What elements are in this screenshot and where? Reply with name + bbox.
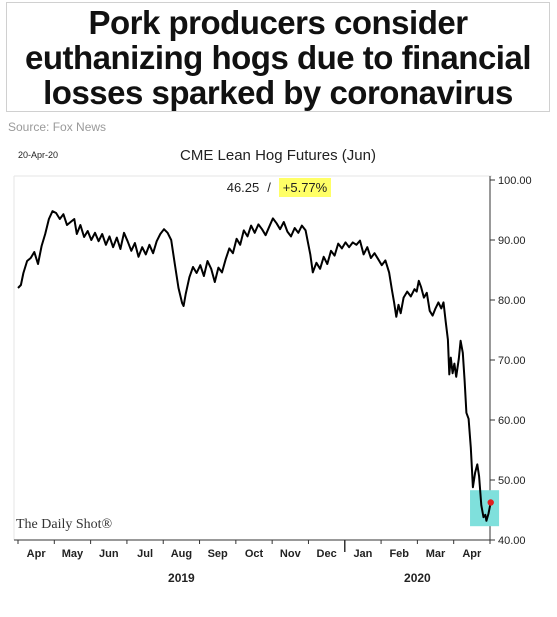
month-label: Jul — [137, 548, 153, 560]
y-tick-label: 70.00 — [498, 355, 526, 367]
chart-date-label: 20-Apr-20 — [18, 150, 58, 160]
change-highlight — [279, 178, 331, 197]
last-value-marker — [487, 499, 494, 506]
month-label: Jan — [353, 548, 372, 560]
x-axis: Apr May Jun Jul Aug Sep Oct Nov Dec Jan Feb Mar Apr 2… — [14, 539, 491, 585]
brand-logo: The Daily Shot® — [16, 517, 113, 532]
month-label: Dec — [317, 548, 337, 560]
y-tick-label: 50.00 — [498, 475, 526, 487]
last-value: 46.25 — [227, 180, 260, 195]
change-percent: +5.77% — [283, 180, 328, 195]
month-label: Nov — [280, 548, 302, 560]
chart-svg: 20-Apr-20 CME Lean Hog Futures (Jun) 46.… — [0, 140, 557, 612]
month-label: Sep — [208, 548, 228, 560]
headline-box: Pork producers consider euthanizing hogs… — [6, 2, 550, 112]
month-label: Jun — [99, 548, 119, 560]
month-label: Oct — [245, 548, 264, 560]
month-label: Apr — [462, 548, 482, 560]
y-tick-label: 90.00 — [498, 235, 526, 247]
y-tick-label: 100.00 — [498, 175, 532, 187]
value-separator: / — [267, 180, 271, 195]
y-tick-label: 80.00 — [498, 295, 526, 307]
month-label: Feb — [389, 548, 409, 560]
series-line — [17, 210, 492, 522]
y-tick-label: 40.00 — [498, 535, 526, 547]
headline: Pork producers consider euthanizing hogs… — [24, 3, 532, 111]
chart-title: CME Lean Hog Futures (Jun) — [180, 147, 376, 164]
y-axis: 100.00 90.00 80.00 70.00 60.00 50.00 40.00 — [489, 175, 532, 547]
month-label: May — [62, 548, 84, 560]
source-label: Source: Fox News — [8, 120, 107, 134]
recent-highlight-box — [470, 490, 500, 527]
year-label: 2020 — [404, 571, 431, 585]
month-label: Aug — [171, 548, 192, 560]
y-tick-label: 60.00 — [498, 415, 526, 427]
month-label: Mar — [426, 548, 446, 560]
chart: 20-Apr-20 CME Lean Hog Futures (Jun) 46.… — [0, 140, 557, 612]
month-label: Apr — [27, 548, 47, 560]
year-label: 2019 — [168, 571, 195, 585]
